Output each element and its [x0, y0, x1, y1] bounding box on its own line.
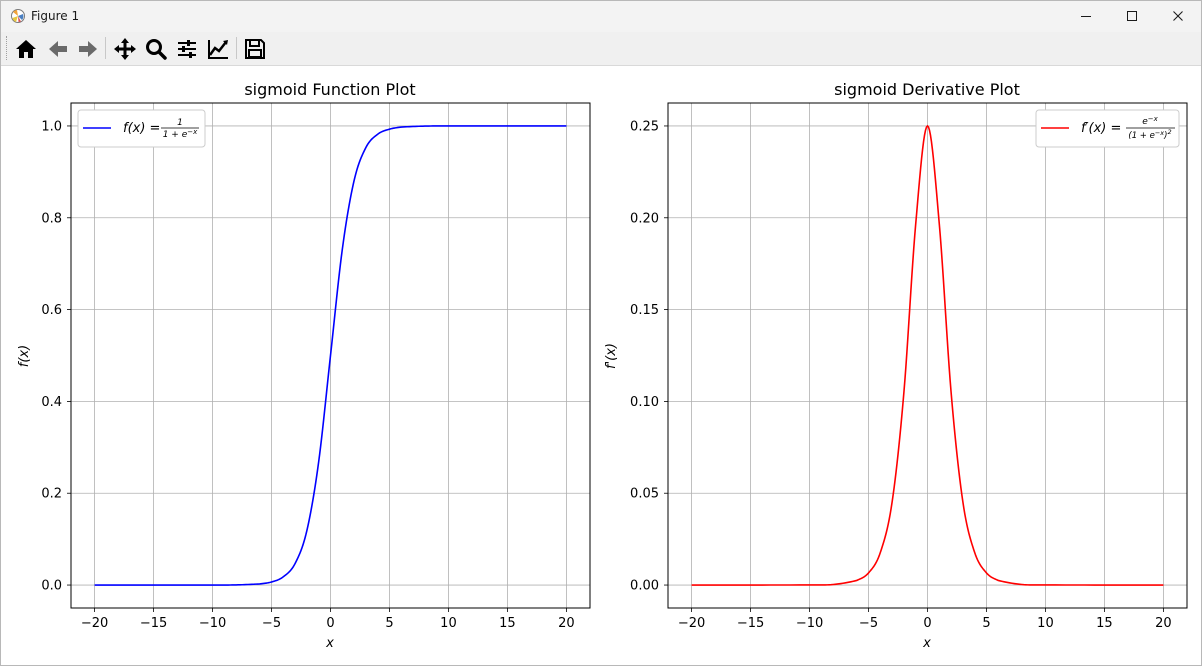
customize-button[interactable]	[205, 36, 231, 62]
legend-label: f′(x) = e−x (1 + e−x)2	[1081, 115, 1175, 141]
y-tick-label: 0.00	[630, 579, 659, 594]
svg-text:f(x) =: f(x) =	[123, 121, 160, 136]
axes-title: sigmoid Derivative Plot	[834, 80, 1020, 99]
x-axis-label: x	[922, 636, 931, 651]
x-tick-label: −15	[140, 616, 167, 631]
legend: f(x) = 1 1 + e−x	[77, 109, 206, 148]
close-icon	[1173, 11, 1183, 21]
window-title: Figure 1	[31, 9, 80, 23]
y-tick-label: 0.4	[41, 395, 62, 410]
arrow-right-icon	[79, 41, 97, 57]
y-tick-label: 0.05	[630, 487, 659, 502]
title-bar: Figure 1	[1, 1, 1201, 32]
line-chart-icon	[208, 40, 228, 59]
y-ticks: 0.00 0.05 0.10 0.15 0.20 0.25	[630, 119, 668, 594]
sigmoid-axes: sigmoid Function Plot −20 −15 −10 −5 0 5 10 15 2…	[17, 80, 591, 651]
x-tick-label: 0	[923, 616, 931, 631]
home-button[interactable]	[13, 36, 39, 62]
arrow-left-icon	[49, 41, 67, 57]
legend-box	[1035, 109, 1180, 148]
pan-button[interactable]	[112, 36, 138, 62]
maximize-button[interactable]	[1109, 1, 1155, 32]
x-tick-label: −10	[199, 616, 226, 631]
axes-title: sigmoid Function Plot	[244, 80, 415, 99]
x-tick-label: −20	[678, 616, 705, 631]
y-tick-label: 0.25	[630, 119, 659, 134]
zoom-button[interactable]	[143, 36, 169, 62]
matplotlib-logo-icon	[10, 8, 26, 24]
maximize-icon	[1127, 11, 1137, 21]
x-ticks: −20 −15 −10 −5 0 5 10 15 20	[81, 608, 575, 631]
minimize-icon	[1081, 16, 1091, 17]
y-tick-label: 0.0	[41, 579, 62, 594]
x-ticks: −20 −15 −10 −5 0 5 10 15 20	[678, 608, 1172, 631]
x-tick-label: 10	[1037, 616, 1054, 631]
derivative-axes: sigmoid Derivative Plot −20 −15 −10 −5 0 5 10 1…	[604, 80, 1188, 651]
x-axis-label: x	[325, 636, 334, 651]
navigation-toolbar	[1, 32, 1201, 66]
close-button[interactable]	[1155, 1, 1201, 32]
sigmoid-line	[94, 125, 567, 586]
y-tick-label: 1.0	[41, 119, 62, 134]
derivative-line	[691, 124, 1164, 586]
toolbar-grip	[6, 36, 9, 60]
y-axis-label: f(x)	[17, 345, 32, 367]
x-tick-label: 5	[385, 616, 393, 631]
y-tick-label: 0.20	[630, 211, 659, 226]
figure-svg: sigmoid Function Plot −20 −15 −10 −5 0 5 10 15 2…	[17, 80, 1188, 651]
y-tick-label: 0.10	[630, 395, 659, 410]
forward-button[interactable]	[75, 36, 101, 62]
x-tick-label: 10	[440, 616, 457, 631]
minimize-button[interactable]	[1063, 1, 1109, 32]
svg-text:1: 1	[177, 118, 183, 128]
y-ticks: 0.0 0.2 0.4 0.6 0.8 1.0	[41, 119, 71, 594]
y-tick-label: 0.6	[41, 303, 62, 318]
svg-text:f′(x) =: f′(x) =	[1081, 121, 1121, 136]
x-tick-label: 15	[1096, 616, 1113, 631]
sliders-icon	[178, 40, 196, 58]
y-axis-label: f'(x)	[604, 343, 619, 369]
save-button[interactable]	[242, 36, 268, 62]
x-tick-label: 0	[326, 616, 334, 631]
x-tick-label: −5	[262, 616, 281, 631]
figure-canvas[interactable]: sigmoid Function Plot −20 −15 −10 −5 0 5 10 15 2…	[1, 66, 1201, 665]
move-icon	[114, 38, 136, 60]
grid-lines	[668, 103, 1187, 608]
legend: f′(x) = e−x (1 + e−x)2	[1035, 109, 1180, 148]
zoom-icon	[146, 39, 167, 60]
y-tick-label: 0.15	[630, 303, 659, 318]
back-button[interactable]	[45, 36, 71, 62]
subplots-button[interactable]	[174, 36, 200, 62]
x-tick-label: 15	[499, 616, 516, 631]
toolbar-separator	[105, 37, 106, 59]
toolbar-separator	[236, 37, 237, 59]
x-tick-label: −20	[81, 616, 108, 631]
x-tick-label: −5	[859, 616, 878, 631]
x-tick-label: −10	[796, 616, 823, 631]
legend-box	[77, 109, 206, 148]
x-tick-label: −15	[737, 616, 764, 631]
x-tick-label: 20	[1155, 616, 1172, 631]
x-tick-label: 5	[982, 616, 990, 631]
floppy-disk-icon	[245, 39, 265, 59]
x-tick-label: 20	[558, 616, 575, 631]
y-tick-label: 0.2	[41, 487, 62, 502]
y-tick-label: 0.8	[41, 211, 62, 226]
home-icon	[16, 40, 36, 58]
